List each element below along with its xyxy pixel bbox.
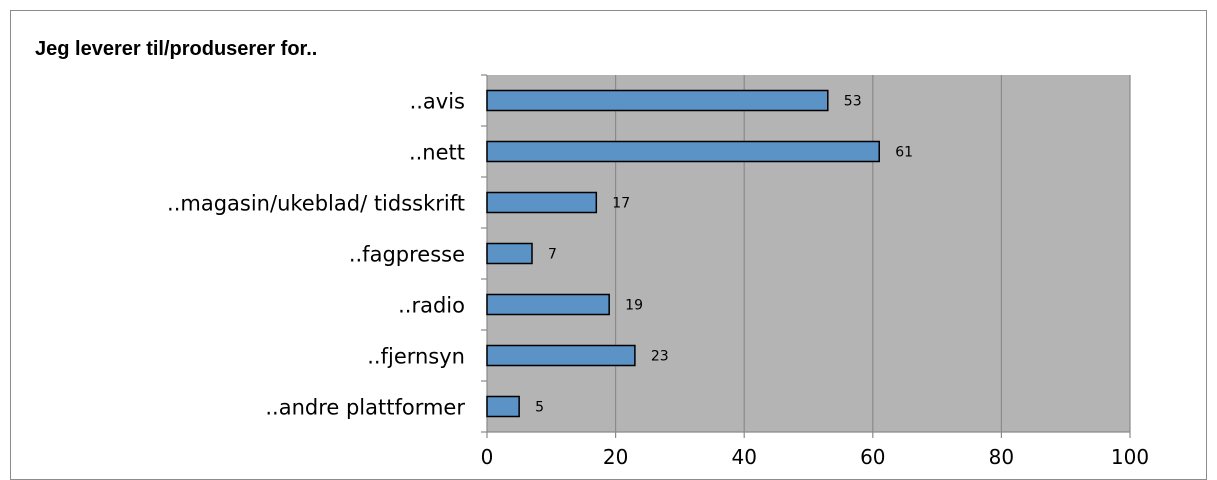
chart-title: Jeg leverer til/produserer for..	[35, 38, 318, 60]
data-label: 5	[535, 400, 544, 416]
data-label: 7	[548, 247, 557, 263]
x-tick-label: 80	[989, 445, 1014, 469]
category-label: ..radio	[398, 294, 465, 318]
x-tick-label: 60	[860, 445, 885, 469]
data-label: 19	[625, 298, 643, 314]
gridlines	[614, 75, 1131, 432]
data-label: 23	[651, 349, 669, 365]
category-label: ..fagpresse	[349, 243, 465, 267]
labels: 53 ..avis 61 ..nett 17 ..magasin/ukeblad/ tid…	[167, 90, 1149, 470]
x-tick-label: 100	[1111, 445, 1149, 469]
data-label: 61	[895, 145, 913, 161]
category-label: ..avis	[410, 90, 465, 114]
x-tick-label: 20	[603, 445, 628, 469]
bar	[486, 191, 598, 214]
category-label: ..fjernsyn	[367, 345, 465, 369]
category-label: ..magasin/ukeblad/ tidsskrift	[167, 192, 465, 216]
bar	[486, 344, 636, 367]
data-label: 53	[844, 94, 862, 110]
x-tick-label: 40	[731, 445, 756, 469]
data-label: 17	[612, 196, 630, 212]
bar	[486, 140, 880, 163]
bar	[486, 89, 829, 112]
category-label: ..andre plattformer	[265, 396, 465, 420]
x-tick-label: 0	[481, 445, 494, 469]
bar	[486, 242, 533, 265]
plot-area	[487, 75, 1130, 432]
bars	[486, 89, 880, 418]
bar	[486, 293, 610, 316]
bar	[486, 395, 520, 418]
category-label: ..nett	[409, 141, 465, 165]
